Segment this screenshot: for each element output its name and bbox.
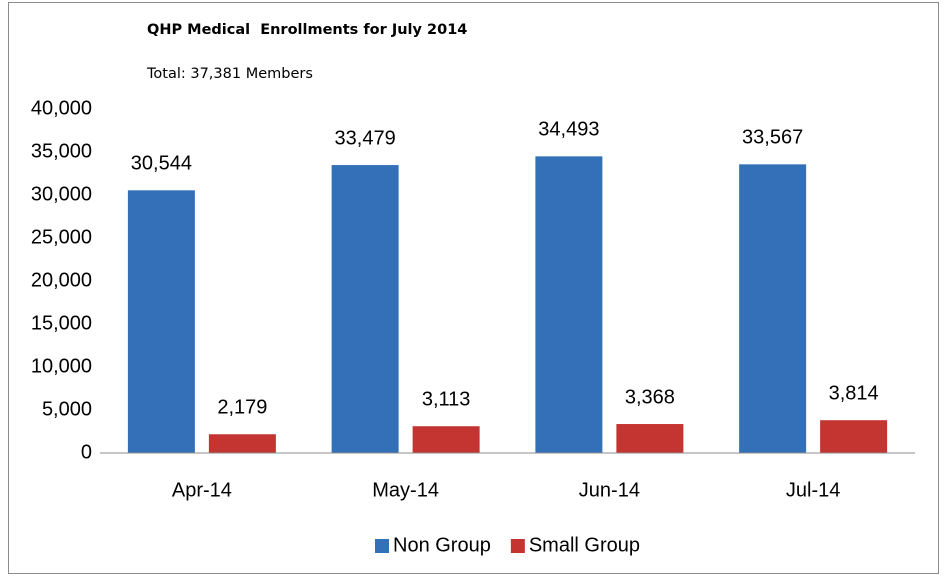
y-tick-label: 5,000 — [42, 398, 92, 420]
y-tick-label: 25,000 — [31, 226, 92, 248]
bar — [820, 420, 888, 453]
y-tick-label: 40,000 — [31, 97, 92, 119]
y-tick-label: 35,000 — [31, 140, 92, 162]
value-label: 30,544 — [131, 153, 192, 175]
chart-frame — [8, 2, 939, 574]
chart-title: QHP Medical Enrollments for July 2014 — [147, 22, 468, 38]
y-tick-label: 0 — [81, 441, 92, 463]
x-tick-label: Apr-14 — [172, 479, 232, 501]
bar — [412, 426, 480, 453]
legend-swatch — [375, 539, 389, 553]
value-label: 3,113 — [422, 389, 471, 411]
legend-swatch — [510, 539, 525, 553]
bar — [535, 156, 603, 453]
bar — [208, 434, 276, 453]
value-label: 33,567 — [742, 127, 803, 149]
value-label: 3,814 — [829, 382, 879, 404]
chart-subtitle: Total: 37,381 Members — [147, 66, 313, 82]
bar — [616, 424, 684, 453]
x-tick-label: Jul-14 — [786, 479, 840, 501]
bar — [127, 190, 195, 453]
y-tick-label: 20,000 — [31, 269, 92, 291]
y-tick-label: 30,000 — [31, 183, 92, 205]
legend-label: Small Group — [529, 534, 640, 556]
value-label: 3,368 — [625, 386, 675, 408]
value-label: 2,179 — [217, 397, 267, 419]
bar — [331, 165, 399, 453]
value-label: 33,479 — [335, 127, 396, 149]
bar — [739, 164, 807, 454]
y-tick-label: 15,000 — [31, 312, 92, 334]
x-tick-label: May-14 — [372, 479, 439, 501]
x-tick-label: Jun-14 — [579, 479, 640, 501]
value-label: 34,493 — [538, 119, 599, 141]
y-tick-label: 10,000 — [31, 355, 92, 377]
legend-label: Non Group — [393, 534, 491, 556]
